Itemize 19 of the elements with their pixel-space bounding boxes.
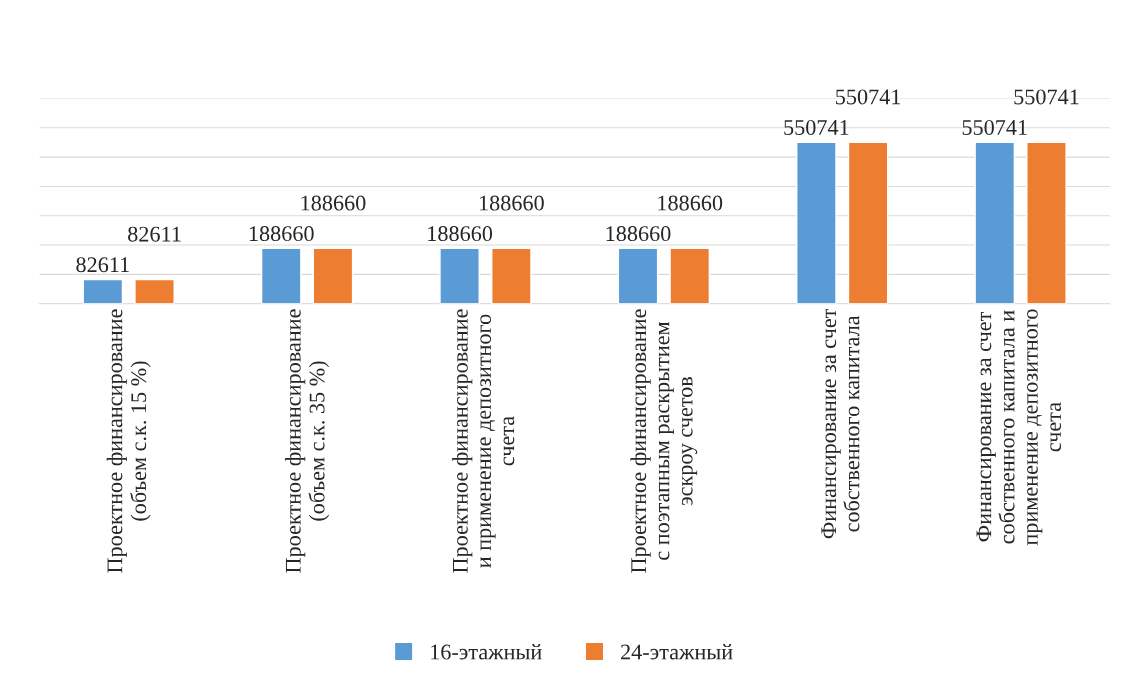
legend-label: 24-этажный <box>621 644 733 660</box>
x-tick-label: Проектное финансирование и применение депозитного счета <box>452 309 515 573</box>
x-tick-label: Финансирование за счет собственного капитала и применение депозитного счета <box>976 309 1062 546</box>
data-label: 550741 <box>836 89 901 105</box>
data-label: 188660 <box>606 226 671 242</box>
data-label: 188660 <box>658 195 723 211</box>
data-label: 188660 <box>479 195 544 211</box>
x-tick-label: Проектное финансирование (объем с.к. 15 %) <box>106 309 151 573</box>
x-tick-label: Проектное финансирование с поэтапным раскрытием эскроу счетов <box>630 309 698 573</box>
data-label: 550741 <box>784 119 849 135</box>
data-label: 550741 <box>962 119 1027 135</box>
data-label: 188660 <box>249 226 314 242</box>
data-label: 550741 <box>1014 89 1079 105</box>
legend-label: 16-этажный <box>431 644 542 660</box>
data-label: 188660 <box>428 226 493 242</box>
x-tick-label: Проектное финансирование (объем с.к. 35 %) <box>285 309 330 573</box>
data-label: 82611 <box>76 257 129 273</box>
data-label: 188660 <box>301 195 366 211</box>
data-label: 82611 <box>128 226 181 242</box>
